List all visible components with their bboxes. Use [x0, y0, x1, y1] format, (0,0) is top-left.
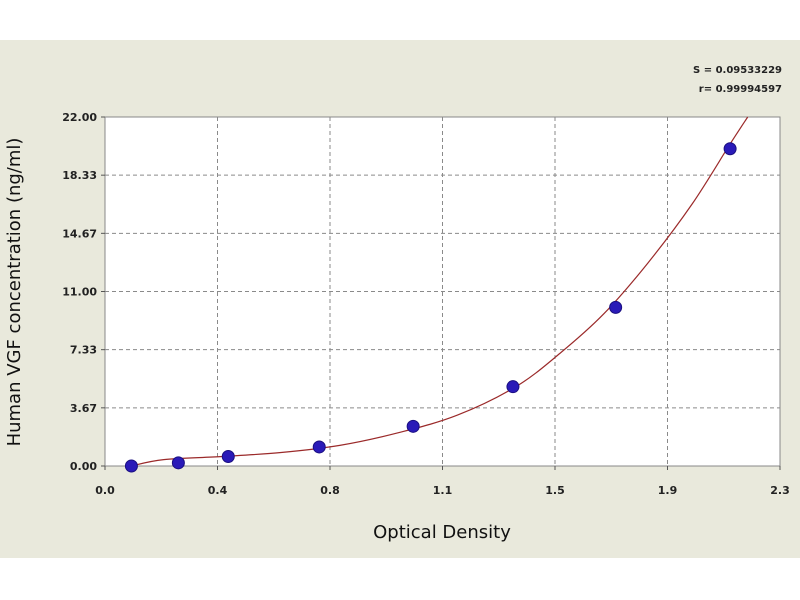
data-point — [124, 459, 138, 473]
x-tick-label: 1.9 — [658, 484, 678, 497]
y-tick-labels: 0.00 3.67 7.33 11.00 14.67 18.33 22.00 — [62, 111, 97, 473]
y-tick-label: 14.67 — [62, 227, 97, 240]
stat-line-1: S = 0.09533229 — [693, 65, 782, 76]
x-tick-label: 0.4 — [208, 484, 228, 497]
y-tick-label: 7.33 — [70, 344, 97, 357]
x-tick-label: 2.3 — [770, 484, 790, 497]
y-tick-label: 3.67 — [70, 402, 97, 415]
x-tick-label: 0.8 — [320, 484, 340, 497]
x-axis-title: Optical Density — [373, 522, 511, 543]
y-tick-label: 18.33 — [62, 169, 97, 182]
x-tick-labels: 0.0 0.4 0.8 1.1 1.5 1.9 2.3 — [95, 484, 790, 497]
data-point — [609, 300, 623, 314]
data-point — [506, 380, 520, 394]
x-tick-label: 1.5 — [545, 484, 565, 497]
x-tick-label: 0.0 — [95, 484, 115, 497]
y-tick-label: 0.00 — [70, 460, 97, 473]
data-point — [221, 449, 235, 463]
data-point — [406, 419, 420, 433]
data-point — [312, 440, 326, 454]
data-points — [124, 142, 737, 473]
data-point — [723, 142, 737, 156]
grid-lines — [101, 116, 781, 470]
y-tick-label: 22.00 — [62, 111, 97, 124]
y-axis-title: Human VGF concentration (ng/ml) — [4, 138, 25, 447]
data-point — [171, 456, 185, 470]
stat-line-2: r= 0.99994597 — [699, 84, 782, 95]
y-tick-label: 11.00 — [62, 286, 97, 299]
x-tick-label: 1.1 — [433, 484, 453, 497]
